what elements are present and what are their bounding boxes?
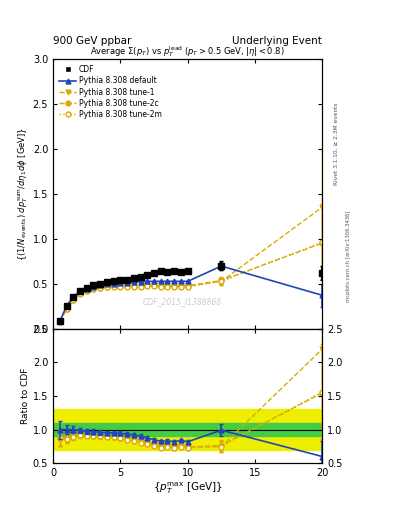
Text: Rivet 3.1.10, ≥ 2.3M events: Rivet 3.1.10, ≥ 2.3M events [334, 102, 339, 185]
Bar [53, 410, 322, 450]
Text: mcplots.cern.ch [arXiv:1306.3436]: mcplots.cern.ch [arXiv:1306.3436] [346, 210, 351, 302]
Y-axis label: Ratio to CDF: Ratio to CDF [21, 368, 30, 424]
X-axis label: $\{p_T^\mathrm{max}\ [\mathrm{GeV}]\}$: $\{p_T^\mathrm{max}\ [\mathrm{GeV}]\}$ [152, 481, 223, 497]
Text: 900 GeV ppbar: 900 GeV ppbar [53, 36, 131, 46]
Legend: CDF, Pythia 8.308 default, Pythia 8.308 tune-1, Pythia 8.308 tune-2c, Pythia 8.3: CDF, Pythia 8.308 default, Pythia 8.308 … [57, 62, 164, 121]
Text: CDF_2015_I1388868: CDF_2015_I1388868 [143, 297, 222, 306]
Y-axis label: $\{(1/N_\mathrm{events})\ dp_T^\mathrm{sum}/d\eta_1 d\phi\ [\mathrm{GeV}]\}$: $\{(1/N_\mathrm{events})\ dp_T^\mathrm{s… [17, 126, 30, 261]
Bar [53, 423, 322, 436]
Title: Average $\Sigma(p_T)$ vs $p_T^\mathrm{lead}$ ($p_T > 0.5$ GeV, $|\eta| < 0.8$): Average $\Sigma(p_T)$ vs $p_T^\mathrm{le… [90, 44, 285, 59]
Text: Underlying Event: Underlying Event [232, 36, 322, 46]
